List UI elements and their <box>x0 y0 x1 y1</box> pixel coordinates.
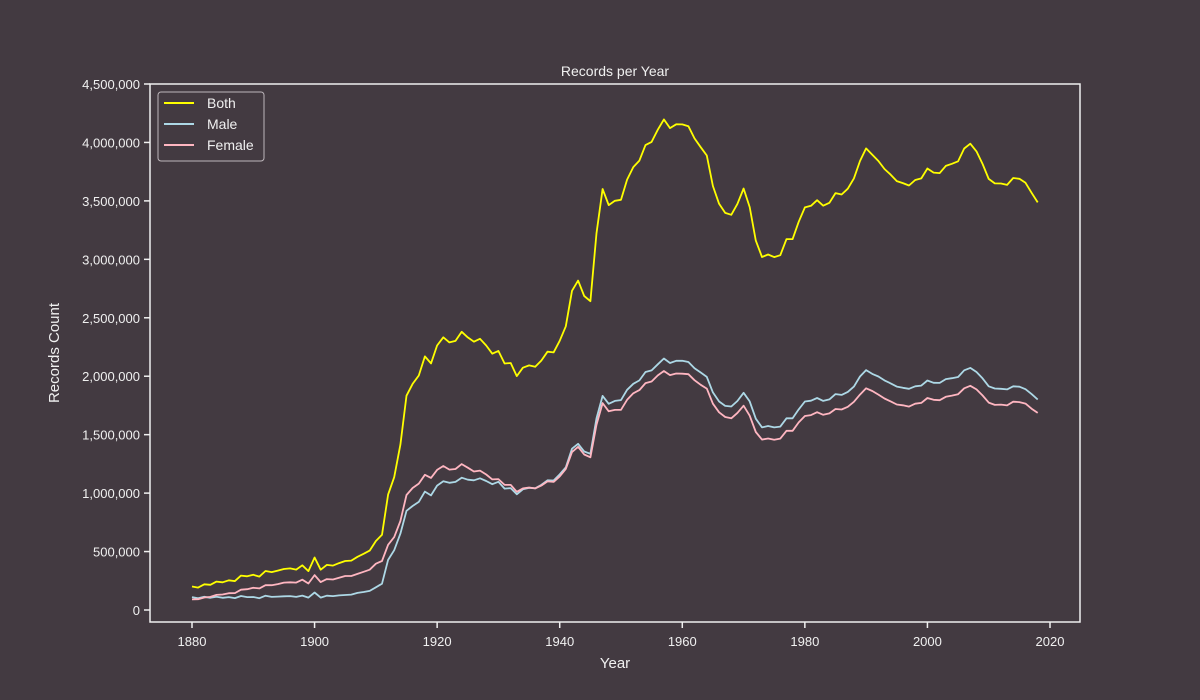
y-tick-label: 4,500,000 <box>82 77 140 92</box>
x-axis-label: Year <box>600 655 630 672</box>
y-tick-label: 500,000 <box>93 545 140 560</box>
legend-label: Female <box>207 137 254 153</box>
legend-label: Both <box>207 95 236 111</box>
x-tick-label: 1960 <box>668 634 697 649</box>
legend-label: Male <box>207 116 238 132</box>
series-line-both <box>191 118 1039 589</box>
plot-frame <box>149 83 1081 623</box>
y-tick-label: 3,000,000 <box>82 252 140 267</box>
legend-box <box>157 91 265 162</box>
series-line-male <box>191 357 1039 600</box>
legend: Both Male Female <box>157 91 265 162</box>
y-tick-label: 1,500,000 <box>82 428 140 443</box>
x-tick-label: 1920 <box>423 634 452 649</box>
x-tick-label: 1980 <box>790 634 819 649</box>
y-tick-label: 2,000,000 <box>82 369 140 384</box>
x-tick-label: 2000 <box>913 634 942 649</box>
x-tick-label: 1900 <box>300 634 329 649</box>
x-tick-label: 1880 <box>178 634 207 649</box>
y-axis-label: Records Count <box>46 302 63 403</box>
series-lines <box>191 118 1039 601</box>
x-tick-label: 1940 <box>545 634 574 649</box>
y-tick-label: 4,000,000 <box>82 135 140 150</box>
y-tick-label: 2,500,000 <box>82 311 140 326</box>
chart-title: Records per Year <box>561 63 670 79</box>
x-tick-label: 2020 <box>1036 634 1065 649</box>
y-tick-label: 3,500,000 <box>82 194 140 209</box>
y-tick-label: 0 <box>133 603 140 618</box>
series-line-female <box>191 370 1039 601</box>
y-tick-label: 1,000,000 <box>82 486 140 501</box>
